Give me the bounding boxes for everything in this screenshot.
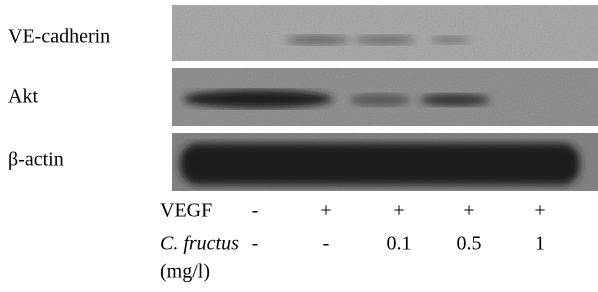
treatment-value: + (534, 200, 545, 222)
blot-panel (172, 133, 598, 191)
row-label: VE-cadherin (8, 26, 110, 48)
treatment-value: 1 (535, 233, 545, 255)
treatment-value: - (252, 233, 259, 255)
blot-panel (172, 68, 598, 126)
treatment-value: - (323, 233, 330, 255)
treatment-value: 0.1 (387, 233, 412, 255)
treatment-value: 0.5 (457, 233, 482, 255)
row-label: β-actin (8, 149, 64, 171)
row-label: Akt (8, 86, 38, 108)
treatment-label: C. fructus (160, 233, 239, 255)
blot-panel (172, 5, 598, 61)
treatment-label: VEGF (160, 200, 212, 222)
treatment-value: + (463, 200, 474, 222)
treatment-value: + (320, 200, 331, 222)
figure: VE-cadherin Akt β-actin VEGF C. fructus … (0, 0, 598, 287)
treatment-value: - (252, 200, 259, 222)
treatment-value: + (393, 200, 404, 222)
treatment-unit: (mg/l) (160, 261, 210, 283)
